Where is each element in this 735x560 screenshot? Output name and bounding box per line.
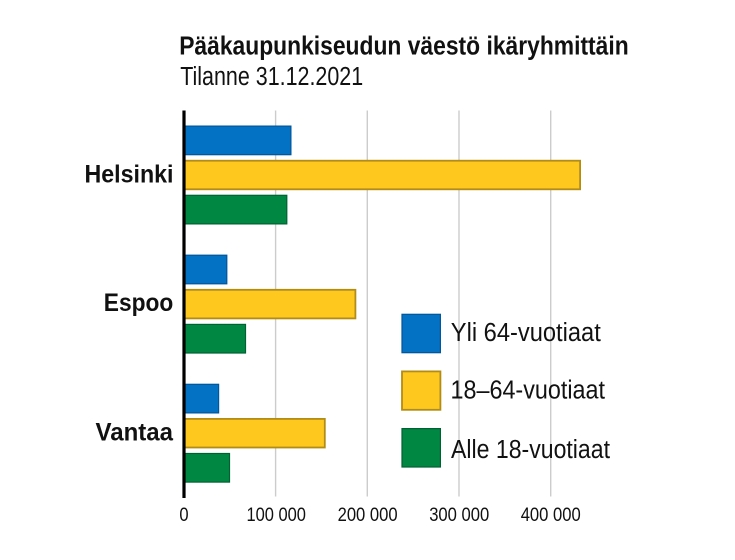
svg-text:100 000: 100 000	[246, 505, 306, 526]
svg-text:18–64-vuotiaat: 18–64-vuotiaat	[451, 377, 606, 405]
svg-text:Alle 18-vuotiaat: Alle 18-vuotiaat	[451, 436, 610, 464]
svg-text:Helsinki: Helsinki	[85, 162, 174, 189]
svg-text:400 000: 400 000	[521, 505, 581, 526]
svg-text:300 000: 300 000	[429, 505, 489, 526]
svg-text:Espoo: Espoo	[104, 290, 174, 317]
svg-text:Tilanne 31.12.2021: Tilanne 31.12.2021	[180, 63, 363, 91]
svg-text:Yli 64-vuotiaat: Yli 64-vuotiaat	[451, 319, 601, 347]
svg-text:0: 0	[179, 505, 188, 526]
svg-text:Vantaa: Vantaa	[96, 420, 174, 447]
svg-text:200 000: 200 000	[338, 505, 398, 526]
svg-text:Pääkaupunkiseudun väestö ikäry: Pääkaupunkiseudun väestö ikäryhmittäin	[179, 32, 629, 60]
